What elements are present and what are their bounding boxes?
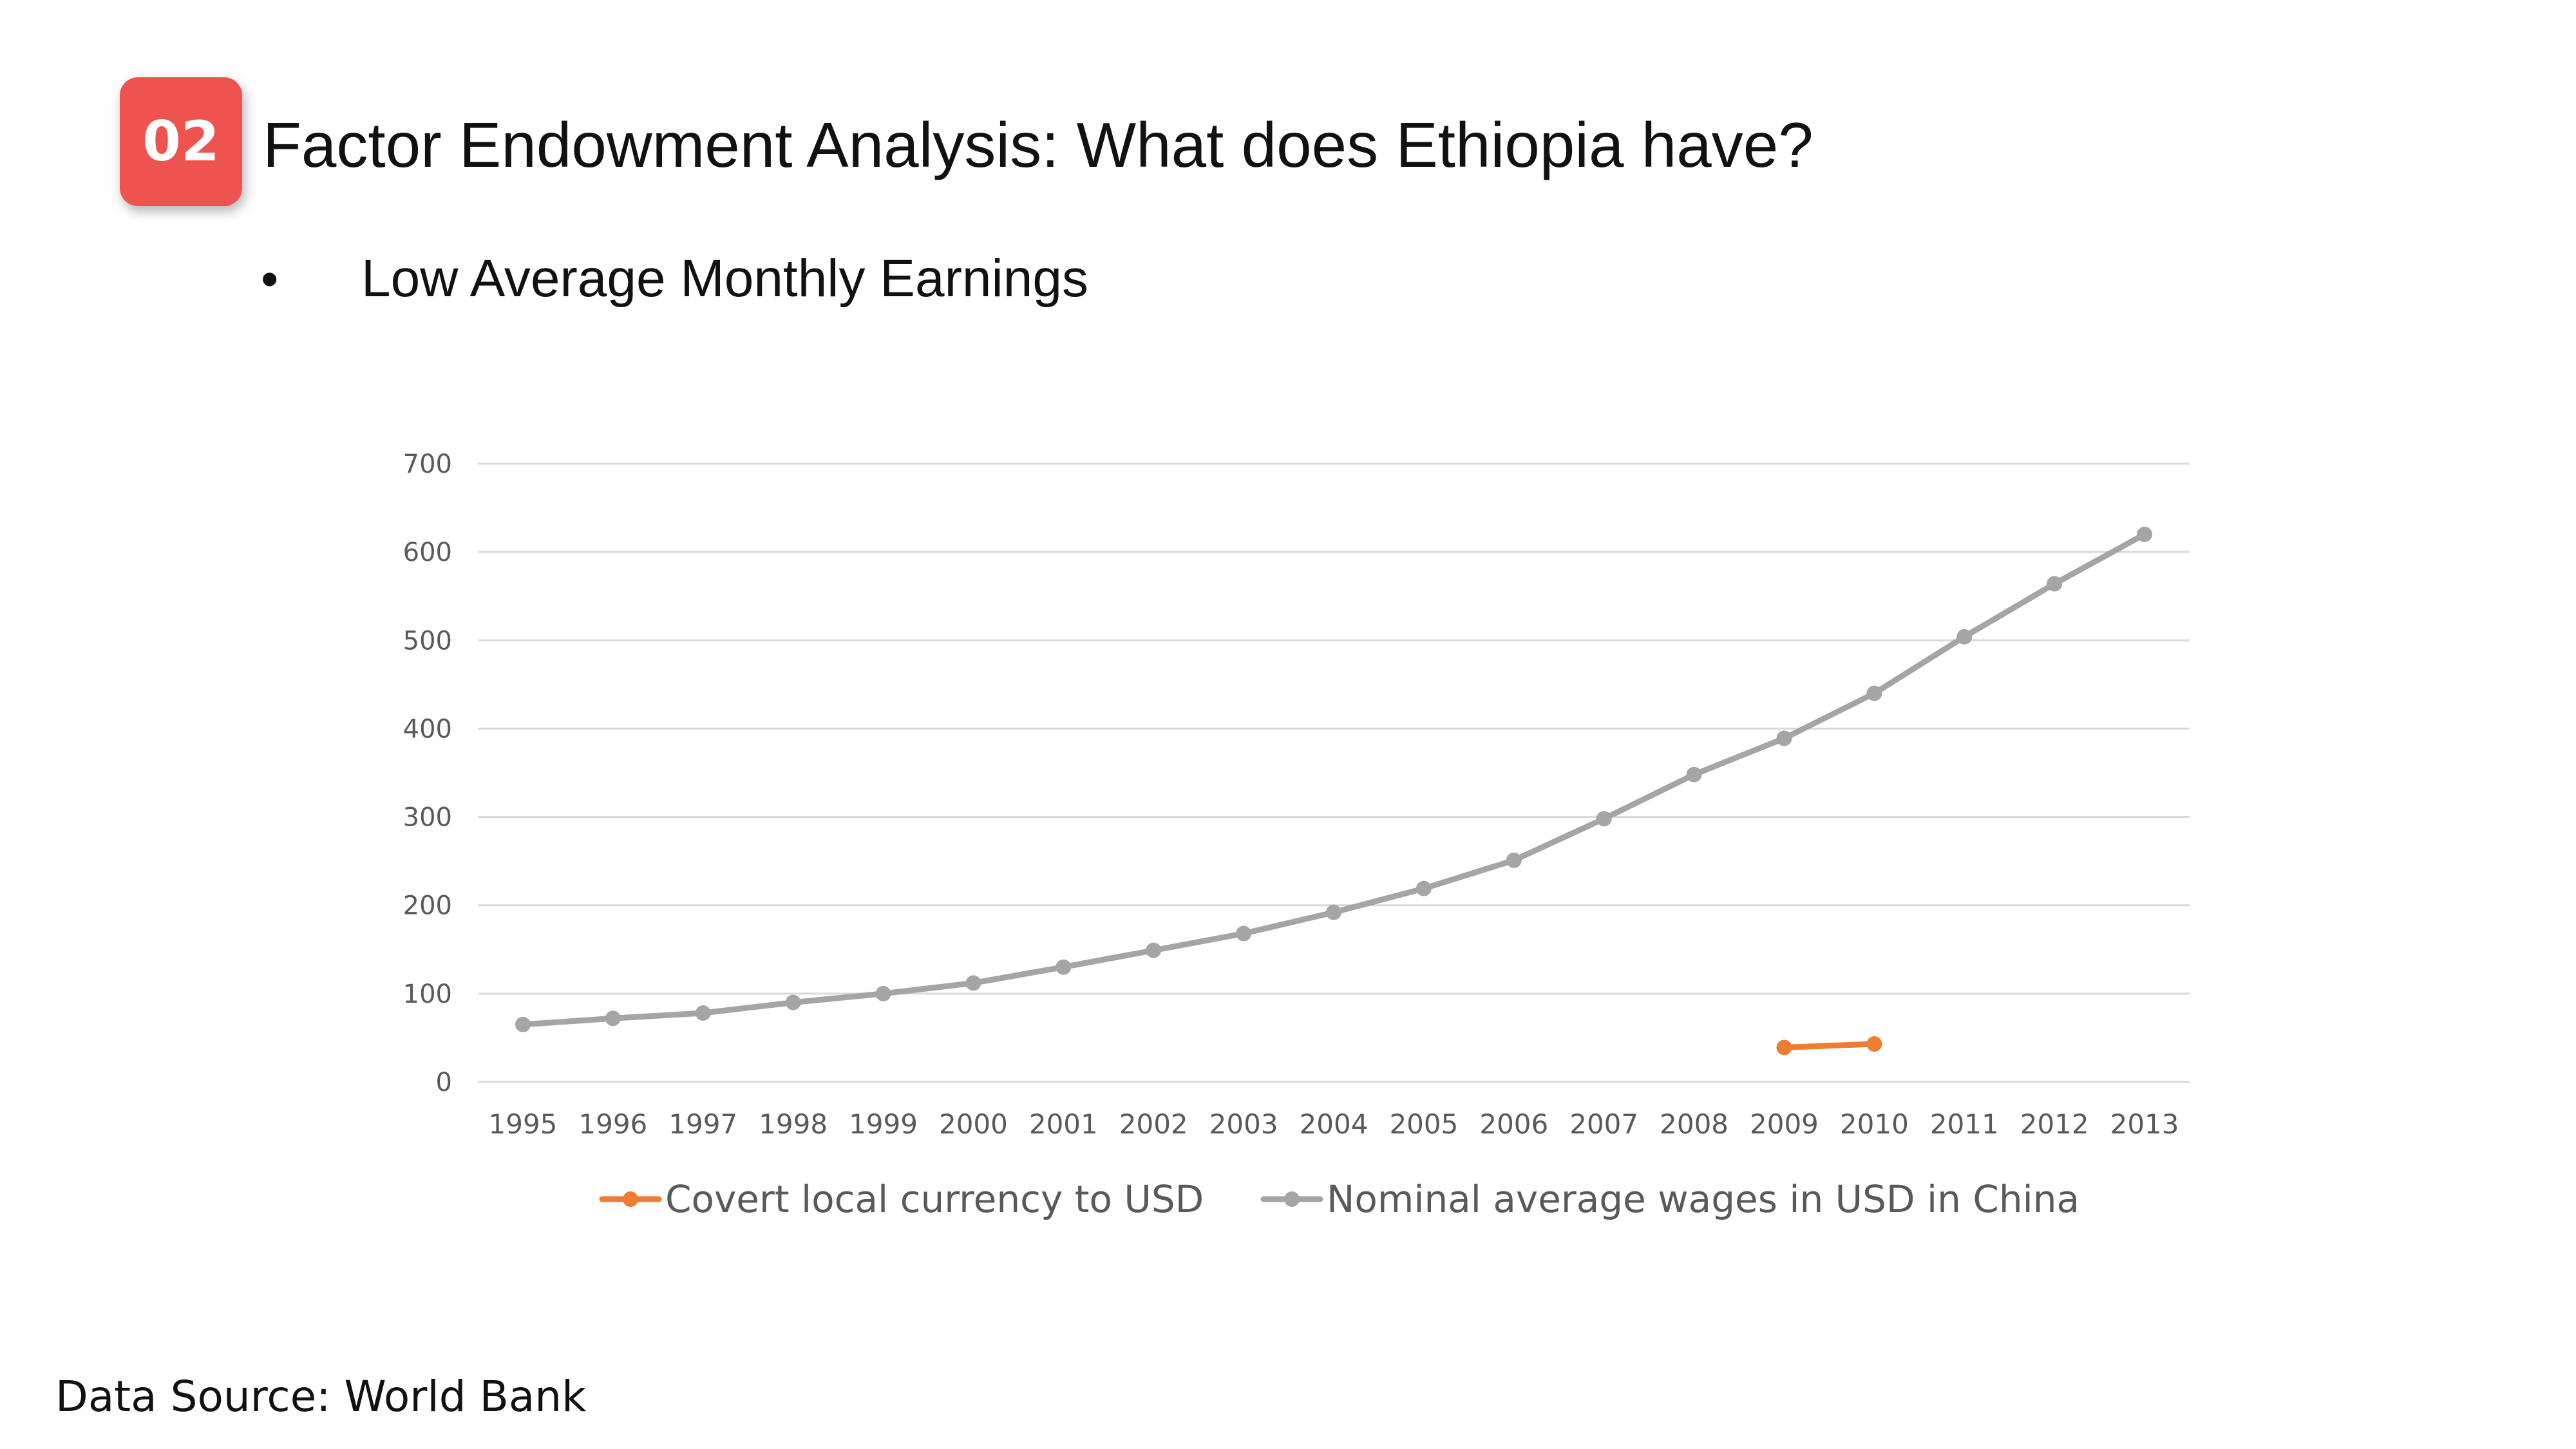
x-tick-label-2009: 2009 [1750, 1108, 1819, 1140]
x-tick-label-2013: 2013 [2110, 1108, 2179, 1140]
legend-item-2-label: Nominal average wages in USD in China [1327, 1177, 2079, 1221]
bullet-point: • Low Average Monthly Earnings [261, 243, 1088, 314]
legend-item-1-label: Covert local currency to USD [665, 1177, 1204, 1221]
x-tick-label-1995: 1995 [489, 1108, 558, 1140]
section-number-badge: 02 [120, 77, 242, 206]
x-tick-label-2008: 2008 [1660, 1108, 1728, 1140]
legend-item-2-marker [1284, 1191, 1300, 1207]
series-2-line [520, 531, 2148, 1028]
x-tick-label-2010: 2010 [1840, 1108, 1909, 1140]
y-tick-label-700: 700 [403, 450, 452, 479]
legend-item-1-marker [623, 1191, 638, 1207]
series-2-point-2013 [2137, 526, 2153, 542]
bullet-marker: • [261, 250, 279, 307]
x-tick-label-2002: 2002 [1119, 1108, 1188, 1140]
x-tick-label-1997: 1997 [668, 1108, 737, 1140]
y-tick-label-0: 0 [436, 1068, 452, 1097]
slide-title: Factor Endowment Analysis: What does Eth… [263, 109, 1814, 180]
x-tick-label-2005: 2005 [1389, 1108, 1458, 1140]
x-tick-label-1998: 1998 [759, 1108, 828, 1140]
series-1-line [1781, 1041, 1877, 1050]
series-2-point-1999 [875, 985, 891, 1001]
x-tick-label-1996: 1996 [578, 1108, 647, 1140]
series-2-point-2004 [1326, 904, 1341, 920]
y-tick-label-500: 500 [403, 626, 452, 656]
x-tick-label-2006: 2006 [1479, 1108, 1548, 1140]
y-tick-label-100: 100 [403, 980, 452, 1009]
series-2-point-2005 [1416, 880, 1432, 896]
series-2-point-1997 [695, 1005, 711, 1021]
series-2-point-2007 [1596, 811, 1612, 827]
series-2-point-1998 [785, 994, 801, 1010]
series-2-point-2000 [965, 975, 981, 991]
series-1-point-2010 [1866, 1036, 1882, 1052]
bullet-text: Low Average Monthly Earnings [361, 249, 1088, 308]
x-tick-label-2012: 2012 [2020, 1108, 2089, 1140]
series-2-point-2011 [1956, 629, 1973, 645]
x-tick-label-1999: 1999 [849, 1108, 918, 1140]
x-tick-label-2004: 2004 [1300, 1108, 1368, 1140]
series-2-point-2010 [1866, 685, 1882, 701]
series-2-point-2006 [1506, 852, 1522, 868]
x-tick-label-2003: 2003 [1209, 1108, 1278, 1140]
series-2-point-1996 [605, 1010, 621, 1027]
x-tick-label-2011: 2011 [1930, 1108, 1999, 1140]
y-tick-label-200: 200 [403, 891, 452, 921]
y-tick-label-600: 600 [403, 538, 452, 567]
x-tick-label-2001: 2001 [1029, 1108, 1098, 1140]
x-tick-label-2007: 2007 [1569, 1108, 1638, 1140]
y-tick-label-300: 300 [403, 803, 452, 833]
series-2-point-2009 [1776, 730, 1792, 746]
series-2-point-2012 [2047, 576, 2063, 592]
series-2-point-2001 [1056, 959, 1072, 975]
series-1-point-2009 [1776, 1039, 1792, 1056]
data-source-note: Data Source: World Bank [55, 1372, 587, 1421]
y-tick-label-400: 400 [403, 714, 452, 744]
series-2-point-2008 [1686, 766, 1702, 782]
series-2-point-2003 [1236, 925, 1252, 942]
series-2-point-2002 [1146, 942, 1162, 958]
series-2-point-1995 [515, 1016, 531, 1032]
x-tick-label-2000: 2000 [939, 1108, 1008, 1140]
